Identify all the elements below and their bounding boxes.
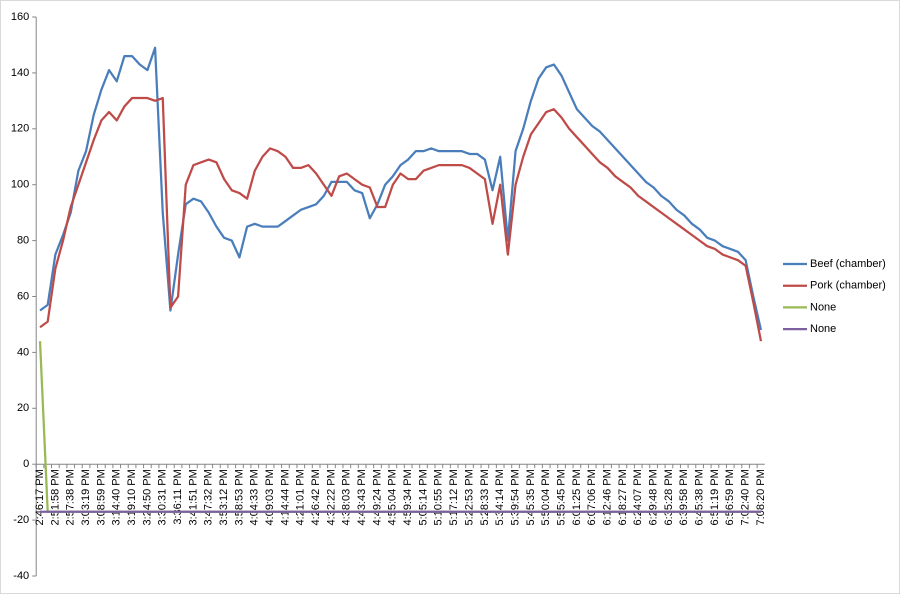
x-tick-label: 4:04:33 PM bbox=[249, 469, 261, 525]
x-tick-label: 5:39:54 PM bbox=[509, 469, 521, 525]
x-tick-label: 6:29:48 PM bbox=[647, 469, 659, 525]
x-tick-label: 4:14:44 PM bbox=[279, 469, 291, 525]
x-tick-label: 6:18:27 PM bbox=[617, 469, 629, 525]
x-tick-label: 6:51:19 PM bbox=[709, 469, 721, 525]
x-tick-label: 4:59:34 PM bbox=[402, 469, 414, 525]
x-tick-label: 5:22:53 PM bbox=[463, 469, 475, 525]
x-tick-label: 5:55:45 PM bbox=[555, 469, 567, 525]
x-tick-label: 3:19:10 PM bbox=[126, 469, 138, 525]
y-tick-label: 40 bbox=[17, 346, 29, 358]
x-tick-label: 6:07:06 PM bbox=[586, 469, 598, 525]
legend-label: Beef (chamber) bbox=[810, 258, 886, 270]
x-tick-label: 6:12:46 PM bbox=[601, 469, 613, 525]
x-tick-label: 5:17:12 PM bbox=[448, 469, 460, 525]
x-tick-label: 2:46:17 PM bbox=[34, 469, 46, 525]
y-tick-label: 80 bbox=[17, 235, 29, 247]
y-tick-label: 0 bbox=[23, 458, 29, 470]
x-tick-label: 4:55:04 PM bbox=[387, 469, 399, 525]
x-tick-label: 6:39:58 PM bbox=[678, 469, 690, 525]
x-tick-label: 5:45:35 PM bbox=[525, 469, 537, 525]
x-tick-label: 6:45:38 PM bbox=[694, 469, 706, 525]
x-tick-label: 5:28:33 PM bbox=[479, 469, 491, 525]
y-tick-label: 120 bbox=[11, 123, 29, 135]
x-tick-label: 5:34:14 PM bbox=[494, 469, 506, 525]
x-tick-label: 3:58:53 PM bbox=[233, 469, 245, 525]
y-tick-label: 100 bbox=[11, 179, 29, 191]
x-tick-label: 2:51:58 PM bbox=[49, 469, 61, 525]
x-tick-label: 4:49:24 PM bbox=[371, 469, 383, 525]
y-tick-label: 60 bbox=[17, 290, 29, 302]
series-line bbox=[39, 46, 763, 331]
x-tick-label: 3:41:51 PM bbox=[187, 469, 199, 525]
y-tick-label: 160 bbox=[11, 11, 29, 23]
x-tick-label: 4:43:43 PM bbox=[356, 469, 368, 525]
x-tick-label: 3:03:19 PM bbox=[80, 469, 92, 525]
x-tick-label: 5:10:55 PM bbox=[433, 469, 445, 525]
x-tick-label: 3:30:31 PM bbox=[157, 469, 169, 525]
legend-label: None bbox=[810, 301, 836, 313]
x-tick-label: 3:08:59 PM bbox=[95, 469, 107, 525]
y-tick-label: -20 bbox=[13, 514, 29, 526]
x-tick-label: 7:02:40 PM bbox=[740, 469, 752, 525]
x-tick-label: 6:24:07 PM bbox=[632, 469, 644, 525]
y-tick-label: -40 bbox=[13, 570, 29, 582]
x-tick-label: 4:32:22 PM bbox=[325, 469, 337, 525]
x-tick-label: 6:01:25 PM bbox=[571, 469, 583, 525]
legend-label: None bbox=[810, 323, 836, 335]
x-tick-label: 3:24:50 PM bbox=[141, 469, 153, 525]
y-tick-label: 20 bbox=[17, 402, 29, 414]
x-tick-label: 5:05:14 PM bbox=[417, 469, 429, 525]
x-tick-label: 6:35:28 PM bbox=[663, 469, 675, 525]
x-tick-label: 3:14:40 PM bbox=[111, 469, 123, 525]
series-line bbox=[39, 96, 763, 342]
x-tick-label: 3:53:12 PM bbox=[218, 469, 230, 525]
y-tick-label: 140 bbox=[11, 67, 29, 79]
x-tick-label: 4:09:03 PM bbox=[264, 469, 276, 525]
x-tick-label: 6:56:59 PM bbox=[724, 469, 736, 525]
x-tick-label: 4:21:01 PM bbox=[295, 469, 307, 525]
x-tick-label: 4:38:03 PM bbox=[341, 469, 353, 525]
x-tick-label: 2:57:38 PM bbox=[65, 469, 77, 525]
x-tick-label: 4:26:42 PM bbox=[310, 469, 322, 525]
x-tick-label: 3:47:32 PM bbox=[203, 469, 215, 525]
x-tick-label: 3:36:11 PM bbox=[172, 469, 184, 524]
x-tick-label: 7:08:20 PM bbox=[755, 469, 767, 525]
legend-label: Pork (chamber) bbox=[810, 280, 886, 292]
x-tick-label: 5:50:04 PM bbox=[540, 469, 552, 525]
